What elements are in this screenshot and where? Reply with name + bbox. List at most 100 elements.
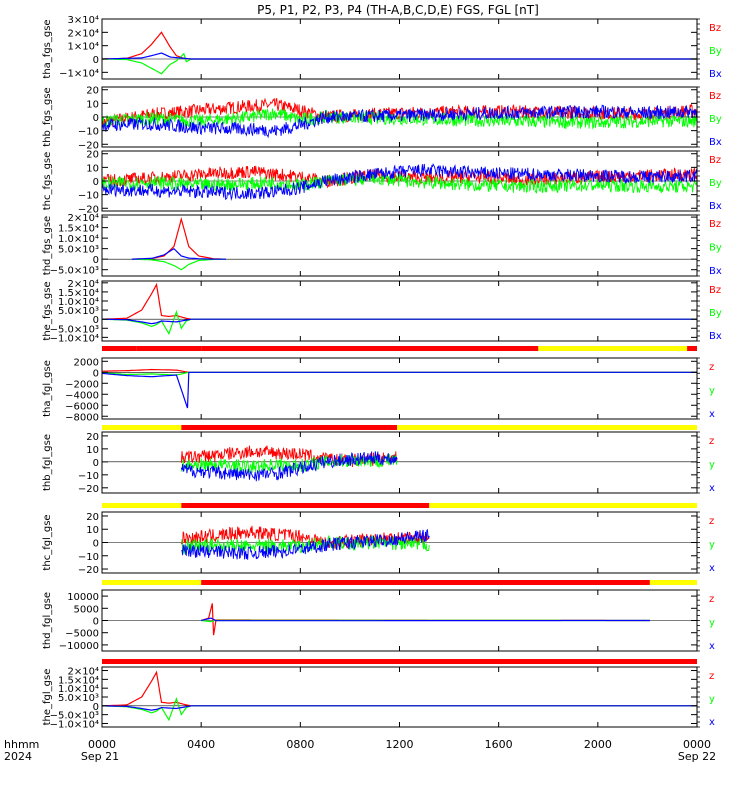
y-tick-label: −20 <box>78 140 99 151</box>
y-tick-label: 1.0×10⁴ <box>58 684 99 695</box>
series-line-x <box>102 705 697 711</box>
y-tick-label: −5.0×10³ <box>50 266 99 277</box>
y-tick-label: 1.5×10⁴ <box>58 675 99 686</box>
status-bar-segment <box>429 503 697 508</box>
y-tick-label: 5.0×10³ <box>58 306 99 317</box>
time-axis-label-hhmm: hhmm <box>4 738 39 751</box>
time-axis-date-end: Sep 22 <box>678 750 716 763</box>
series-line-x <box>102 371 697 409</box>
legend-entry-z: z <box>709 594 714 605</box>
y-tick-label: −1×10⁴ <box>59 68 99 79</box>
legend-entry-x: x <box>709 483 715 494</box>
status-bar-segment <box>201 346 539 351</box>
series-line-by <box>102 52 697 75</box>
y-tick-label: 10 <box>86 163 99 174</box>
y-tick-label: −10000 <box>59 641 99 652</box>
panel-frame <box>101 280 698 342</box>
status-bar-segment <box>181 503 430 508</box>
legend-entry-bx: Bx <box>709 266 722 277</box>
y-axis-label: thb_fgl_gse <box>42 434 53 491</box>
y-axis-label: thc_fgs_gse <box>42 152 53 211</box>
status-bar-segment <box>687 346 697 351</box>
legend-entry-x: x <box>709 641 715 652</box>
status-bar-segment <box>102 503 182 508</box>
status-bar-segment <box>102 425 182 430</box>
y-tick-label: 10 <box>86 445 99 456</box>
series-line-y <box>102 696 697 722</box>
series-line-bx <box>102 52 697 60</box>
x-tick-label: 0000 <box>683 738 711 751</box>
panel-thb_fgs_gse: 20 10 0 −10 −20 thb_fgs_gse Bz By Bx <box>42 86 722 152</box>
legend-entry-by: By <box>709 178 722 189</box>
y-tick-label: −1.0×10⁴ <box>50 719 99 730</box>
panel-frame <box>101 666 698 728</box>
legend-entry-by: By <box>709 114 722 125</box>
y-tick-label: −5.0×10³ <box>50 711 99 722</box>
y-tick-label: 0 <box>93 458 99 469</box>
legend-entry-x: x <box>709 409 715 420</box>
panel-frame <box>101 214 698 277</box>
series-line-bz <box>102 31 697 60</box>
y-tick-label: 2×10⁴ <box>68 213 99 224</box>
y-axis-label: thb_fgs_gse <box>42 87 53 146</box>
status-bar-segment <box>538 346 688 351</box>
series-line-by <box>102 108 697 130</box>
series-line-bx <box>102 163 697 201</box>
y-tick-label: 20 <box>86 512 99 523</box>
y-tick-label: 1×10⁴ <box>68 42 99 53</box>
status-bar-segment <box>102 659 697 664</box>
y-tick-label: 0 <box>93 315 99 326</box>
status-bar-segment <box>201 580 650 585</box>
series-line-by <box>131 258 226 271</box>
legend-entry-z: z <box>709 362 714 373</box>
series-line-x <box>181 528 430 560</box>
series-line-bx <box>102 104 697 139</box>
y-tick-label: −8000 <box>65 412 99 423</box>
y-axis-label: tha_fgs_gse <box>42 19 53 78</box>
legend-entry-bz: Bz <box>709 285 721 296</box>
y-tick-label: −10 <box>78 191 99 202</box>
time-axis-label-year: 2024 <box>4 750 32 763</box>
legend-entry-by: By <box>709 243 722 254</box>
legend-entry-y: y <box>709 386 715 397</box>
panel-thb_fgl_gse: 20 10 0 −10 −20 thb_fgl_gse z y x <box>42 425 715 495</box>
y-tick-label: −10 <box>78 552 99 563</box>
panel-frame <box>101 357 698 420</box>
x-tick-label: 1600 <box>485 738 513 751</box>
y-tick-label: 20 <box>86 432 99 443</box>
y-tick-label: 0 <box>93 539 99 550</box>
legend-entry-y: y <box>709 694 715 705</box>
y-tick-label: 10 <box>86 99 99 110</box>
y-tick-label: −10 <box>78 471 99 482</box>
y-axis-label: the_fgs_gse <box>42 281 53 340</box>
series-line-y <box>180 454 398 473</box>
time-axis: hhmm 2024 Sep 21 Sep 22 0000 0400 0800 1200… <box>4 738 716 763</box>
panel-thc_fgs_gse: 20 10 0 −10 −20 thc_fgs_gse Bz By Bx <box>42 150 722 216</box>
y-tick-label: 5.0×10³ <box>58 693 99 704</box>
legend-entry-z: z <box>709 436 714 447</box>
x-tick-label: 2000 <box>584 738 612 751</box>
legend-entry-bx: Bx <box>709 137 722 148</box>
y-tick-label: 0 <box>93 55 99 66</box>
time-axis-date-start: Sep 21 <box>81 750 119 763</box>
status-bar-segment <box>397 425 697 430</box>
y-tick-label: −20 <box>78 484 99 495</box>
legend-entry-y: y <box>709 540 715 551</box>
status-bar-segment <box>136 346 202 351</box>
y-tick-label: 10000 <box>67 592 99 603</box>
legend-entry-bz: Bz <box>709 91 721 102</box>
panel-the_fgl_gse: 2×10⁴1.5×10⁴1.0×10⁴5.0×10³0−5.0×10³−1.0×… <box>42 659 715 730</box>
legend-entry-bx: Bx <box>709 69 722 80</box>
legend-entry-x: x <box>709 717 715 728</box>
y-tick-label: −20 <box>78 204 99 215</box>
y-tick-label: −5000 <box>65 629 99 640</box>
y-tick-label: 0 <box>93 255 99 266</box>
status-bar-segment <box>649 580 697 585</box>
legend-entry-y: y <box>709 618 715 629</box>
y-tick-label: 2×10⁴ <box>68 667 99 678</box>
series-line-by <box>102 309 697 336</box>
y-tick-label: 0 <box>93 113 99 124</box>
panel-tha_fgs_gse: 3×10⁴ 2×10⁴ 1×10⁴ 0 −1×10⁴ tha_fgs_gse Bz By Bx <box>42 15 722 80</box>
